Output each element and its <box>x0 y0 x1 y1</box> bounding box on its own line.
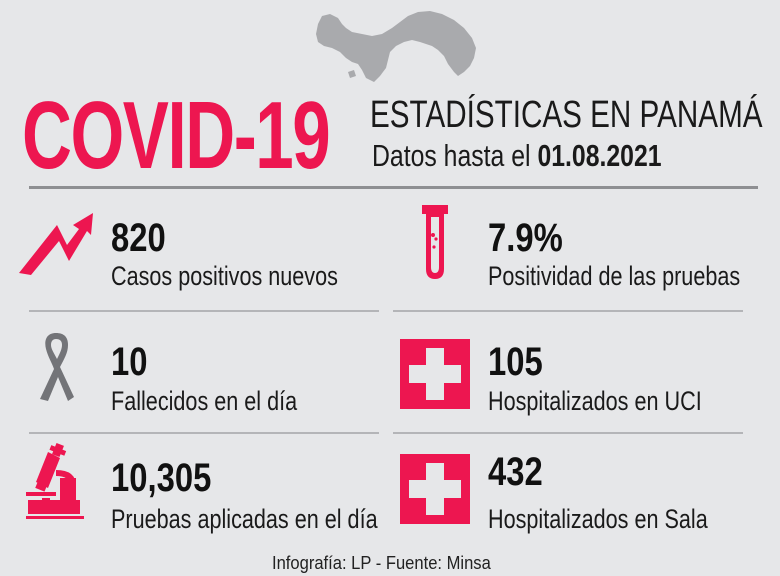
microscope-icon <box>26 442 84 519</box>
medical-cross-icon <box>400 339 470 409</box>
divider <box>393 432 743 434</box>
stat-value: 10 <box>111 340 148 384</box>
stat-value: 820 <box>111 216 166 260</box>
medical-cross-icon <box>400 454 470 524</box>
page-title: COVID-19 <box>22 82 331 189</box>
divider <box>29 432 379 434</box>
header-divider <box>29 186 758 189</box>
awareness-ribbon-icon <box>40 333 74 401</box>
date-line: Datos hasta el 01.08.2021 <box>372 140 662 171</box>
stat-label: Hospitalizados en Sala <box>488 504 708 534</box>
date-value: 01.08.2021 <box>537 138 662 173</box>
panama-map-icon <box>316 11 476 82</box>
divider <box>393 310 743 312</box>
stat-label: Pruebas aplicadas en el día <box>111 504 378 534</box>
stat-label: Hospitalizados en UCI <box>488 386 702 416</box>
date-prefix: Datos hasta el <box>372 138 531 173</box>
stat-label: Positividad de las pruebas <box>488 261 741 291</box>
stat-label: Fallecidos en el día <box>111 386 298 416</box>
test-tube-icon <box>422 205 448 279</box>
stat-value: 432 <box>488 450 543 494</box>
divider <box>29 310 379 312</box>
trending-up-arrow-icon <box>19 213 93 275</box>
stat-value: 7.9% <box>488 216 563 260</box>
page-subtitle: ESTADÍSTICAS EN PANAMÁ <box>370 94 763 136</box>
source-credit: Infografía: LP - Fuente: Minsa <box>272 553 491 573</box>
stat-value: 105 <box>488 340 543 384</box>
stat-value: 10,305 <box>111 456 212 500</box>
stat-label: Casos positivos nuevos <box>111 261 338 291</box>
